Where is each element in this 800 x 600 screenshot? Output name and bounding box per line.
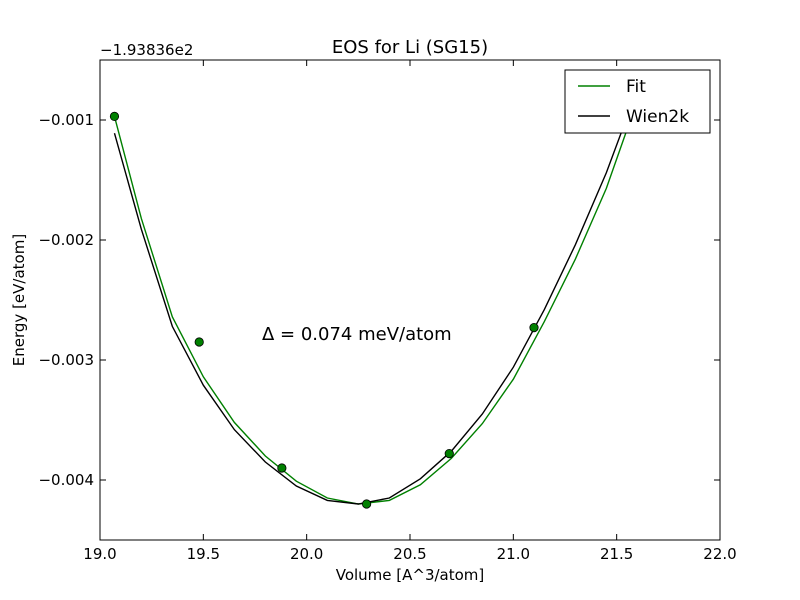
data-point xyxy=(277,463,287,473)
series-fit-line xyxy=(113,116,628,505)
x-tick-label: 20.0 xyxy=(290,545,323,563)
axes-ticks: 19.0 19.5 20.0 20.5 21.0 21.5 22.0 −0.001 −0.002… xyxy=(38,60,737,563)
x-axis-label: Volume [A^3/atom] xyxy=(336,566,485,584)
legend-wien2k-label: Wien2k xyxy=(626,107,689,127)
x-tick-label: 21.0 xyxy=(497,545,530,563)
data-point xyxy=(444,448,454,459)
x-tick-label: 19.5 xyxy=(187,545,220,563)
delta-annotation: Δ = 0.074 meV/atom xyxy=(262,324,452,345)
data-point xyxy=(109,111,120,122)
legend-box xyxy=(564,69,711,134)
chart-title: EOS for Li (SG15) xyxy=(332,37,488,58)
y-tick-label: −0.004 xyxy=(38,471,94,489)
y-offset-label: −1.93836e2 xyxy=(100,41,193,59)
data-point xyxy=(529,322,539,333)
x-tick-label: 21.5 xyxy=(600,545,633,563)
y-axis-label: Energy [eV/atom] xyxy=(10,234,28,366)
legend-fit-label: Fit xyxy=(626,77,646,97)
data-point xyxy=(361,499,372,509)
data-point xyxy=(194,337,204,347)
plot-area xyxy=(109,111,630,509)
x-tick-label: 19.0 xyxy=(83,545,116,563)
y-tick-label: −0.001 xyxy=(38,111,94,129)
x-tick-label: 22.0 xyxy=(703,545,736,563)
y-tick-label: −0.003 xyxy=(38,351,94,369)
series-wien2k-line xyxy=(113,111,630,505)
y-tick-label: −0.002 xyxy=(38,231,94,249)
x-tick-label: 20.5 xyxy=(393,545,426,563)
legend: Fit Wien2k xyxy=(564,69,711,134)
